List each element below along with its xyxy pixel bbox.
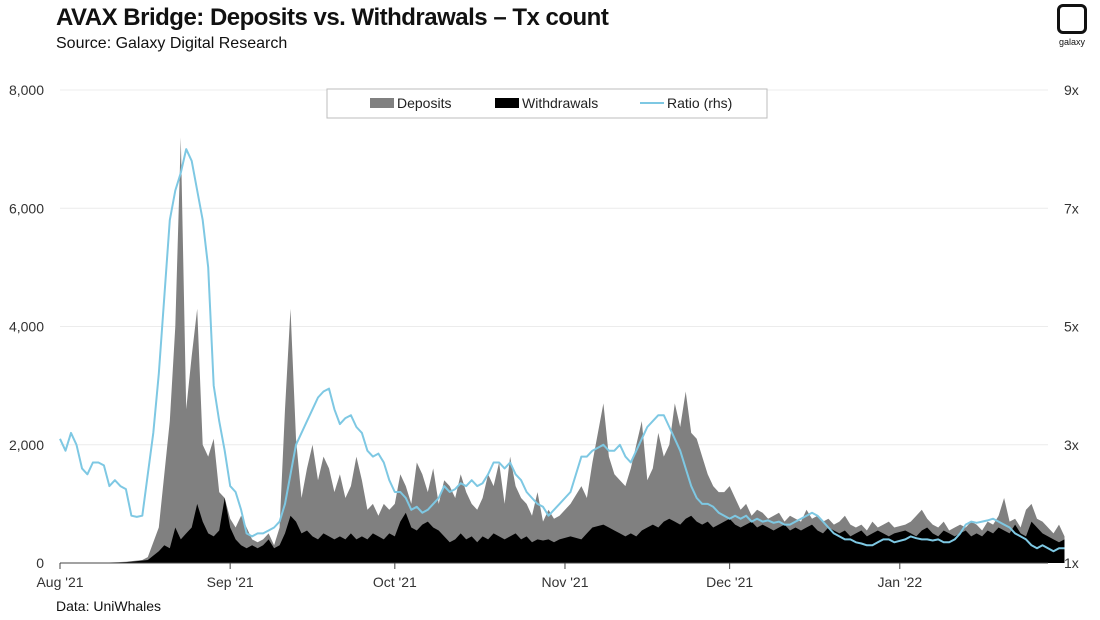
x-tick-label: Dec '21 <box>706 574 753 590</box>
y-left-tick-label: 4,000 <box>9 319 44 335</box>
y-right-tick-label: 1x <box>1064 555 1079 571</box>
y-right-tick-label: 9x <box>1064 82 1079 98</box>
y-left-tick-label: 0 <box>36 555 44 571</box>
legend-label-withdrawals: Withdrawals <box>522 95 598 111</box>
line-series <box>59 148 1065 553</box>
data-source-note: Data: UniWhales <box>56 598 162 614</box>
legend-swatch-deposits <box>370 98 394 108</box>
deposits-area <box>60 137 1065 564</box>
legend: Deposits Withdrawals Ratio (rhs) <box>326 88 768 119</box>
x-tick-label: Oct '21 <box>373 574 417 590</box>
y-left-tick-label: 6,000 <box>9 200 44 216</box>
axes: 0 2,000 4,000 6,000 8,000 1x 3x 5x 7x 9x Aug '21 Se… <box>9 82 1079 590</box>
galaxy-logo-text: galaxy <box>1058 37 1085 47</box>
chart-subtitle: Source: Galaxy Digital Research <box>56 35 288 52</box>
ratio-rhs-line <box>59 148 1065 553</box>
y-left-tick-label: 8,000 <box>9 82 44 98</box>
y-right-tick-label: 3x <box>1064 437 1079 453</box>
y-left-tick-label: 2,000 <box>9 437 44 453</box>
x-tick-label: Nov '21 <box>541 574 588 590</box>
legend-label-ratio-rhs: Ratio (rhs) <box>667 95 732 111</box>
legend-box <box>326 88 768 119</box>
galaxy-logo: galaxy <box>1052 4 1092 47</box>
x-tick-label: Jan '22 <box>877 574 922 590</box>
y-right-tick-label: 7x <box>1064 200 1079 216</box>
withdrawals-area <box>60 498 1065 563</box>
galaxy-logo-mark-icon <box>1057 4 1087 34</box>
chart-title: AVAX Bridge: Deposits vs. Withdrawals – … <box>56 4 609 31</box>
legend-label-deposits: Deposits <box>397 95 451 111</box>
area-series <box>60 137 1065 564</box>
x-tick-label: Sep '21 <box>207 574 254 590</box>
legend-swatch-withdrawals <box>495 98 519 108</box>
y-right-tick-label: 5x <box>1064 319 1079 335</box>
x-tick-label: Aug '21 <box>36 574 83 590</box>
